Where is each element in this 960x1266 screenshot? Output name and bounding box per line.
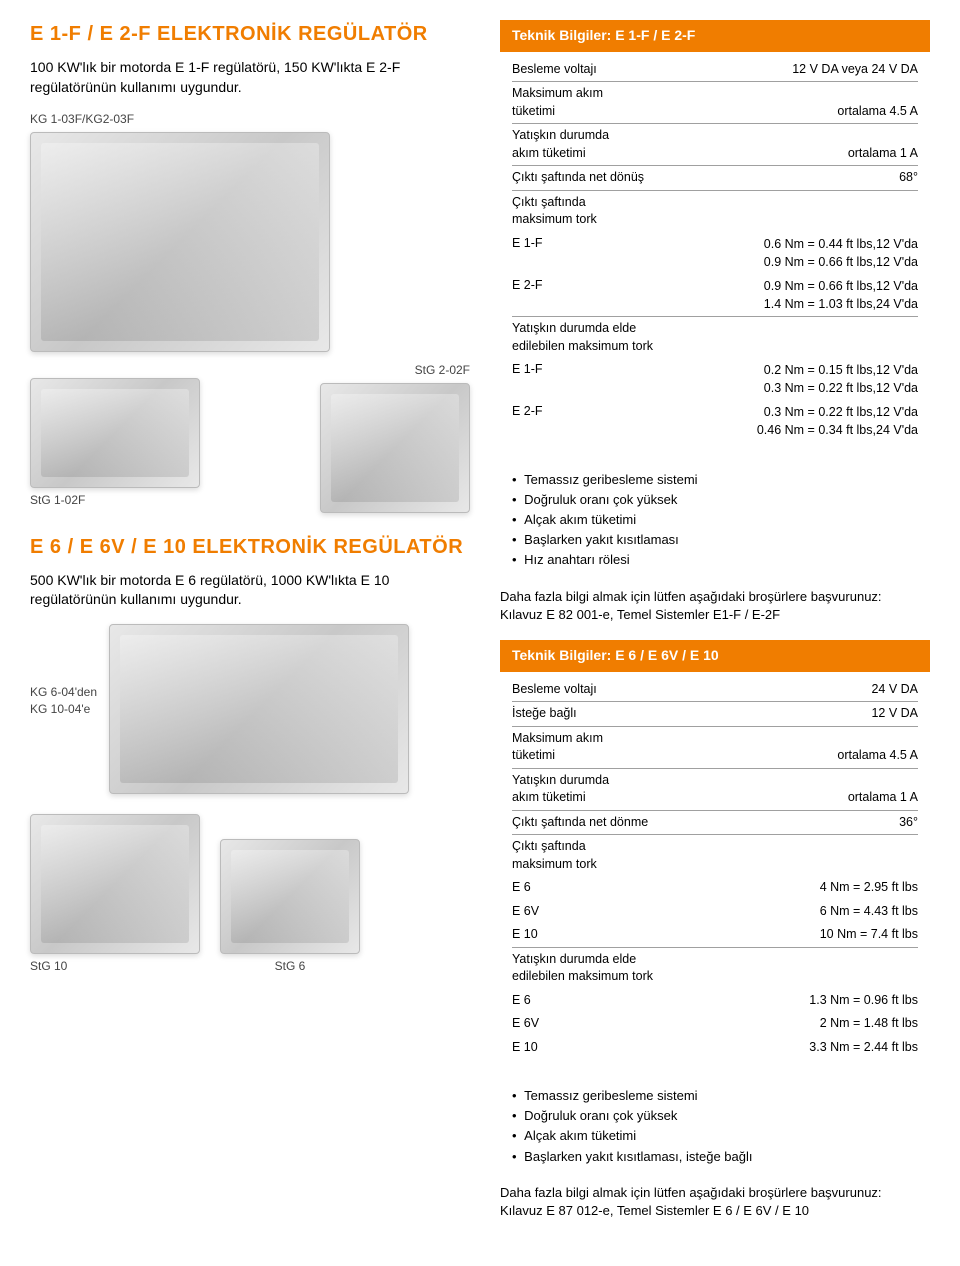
- tech1-r5b-val: 0.9 Nm = 0.66 ft lbs,12 V'da 1.4 Nm = 1.…: [695, 274, 918, 317]
- tech2-r7c-label: E 10: [512, 1036, 738, 1060]
- tech2-table: Besleme voltajı 24 V DA İsteğe bağlı 12 …: [512, 678, 918, 1060]
- tech2-r1-label: Besleme voltajı: [512, 678, 738, 702]
- product2-main-img-label: KG 6-04'den KG 10-04'e: [30, 624, 97, 718]
- tech1-r6b-val: 0.3 Nm = 0.22 ft lbs,12 V'da 0.46 Nm = 0…: [695, 400, 918, 442]
- product2-desc: 500 KW'lık bir motorda E 6 regülatörü, 1…: [30, 571, 470, 610]
- product2-main-img: [109, 624, 409, 794]
- tech1-r6a-label: E 1-F: [512, 358, 695, 400]
- tech2-r3-val: ortalama 4.5 A: [738, 726, 918, 768]
- features1-item: Başlarken yakıt kısıtlaması: [512, 531, 930, 549]
- tech2-r6a-label: E 6: [512, 876, 738, 900]
- tech2-r7b-label: E 6V: [512, 1012, 738, 1036]
- tech2-r6b-val: 6 Nm = 4.43 ft lbs: [738, 900, 918, 924]
- features2-item: Alçak akım tüketimi: [512, 1127, 930, 1145]
- tech1-r6b-label: E 2-F: [512, 400, 695, 442]
- product2-sub-img-2: [220, 839, 360, 954]
- features2-list: Temassız geribesleme sistemi Doğruluk or…: [512, 1087, 930, 1166]
- tech1-r5b-label: E 2-F: [512, 274, 695, 317]
- tech2-r7b-val: 2 Nm = 1.48 ft lbs: [738, 1012, 918, 1036]
- tech1-r1-label: Besleme voltajı: [512, 58, 695, 82]
- tech2-r1-val: 24 V DA: [738, 678, 918, 702]
- features2-item: Temassız geribesleme sistemi: [512, 1087, 930, 1105]
- tech1-header: Teknik Bilgiler: E 1-F / E 2-F: [500, 20, 930, 52]
- tech2-r6-label: Çıktı şaftında maksimum tork: [512, 835, 918, 877]
- tech1-r2-val: ortalama 4.5 A: [695, 82, 918, 124]
- tech2-r3-label: Maksimum akım tüketimi: [512, 726, 738, 768]
- product2-sub1-label: StG 10: [30, 958, 200, 975]
- tech2-r5-label: Çıktı şaftında net dönme: [512, 810, 738, 835]
- product2-sub2-label: StG 6: [220, 958, 360, 975]
- tech1-r5a-label: E 1-F: [512, 232, 695, 274]
- tech2-table-block: Besleme voltajı 24 V DA İsteğe bağlı 12 …: [500, 672, 930, 1070]
- features1-item: Alçak akım tüketimi: [512, 511, 930, 529]
- tech1-r6-label: Yatışkın durumda elde edilebilen maksimu…: [512, 317, 918, 359]
- page: E 1-F / E 2-F ELEKTRONİK REGÜLATÖR 100 K…: [0, 0, 960, 1266]
- product2-sub-img-row: StG 10 StG 6: [30, 814, 470, 979]
- product1-main-img-label: KG 1-03F/KG2-03F: [30, 111, 470, 128]
- tech2-r7c-val: 3.3 Nm = 2.44 ft lbs: [738, 1036, 918, 1060]
- right-column: Teknik Bilgiler: E 1-F / E 2-F Besleme v…: [500, 20, 930, 1236]
- moreinfo2: Daha fazla bilgi almak için lütfen aşağı…: [500, 1184, 930, 1220]
- tech1-r6a-val: 0.2 Nm = 0.15 ft lbs,12 V'da 0.3 Nm = 0.…: [695, 358, 918, 400]
- tech1-r2-label: Maksimum akım tüketimi: [512, 82, 695, 124]
- tech2-header: Teknik Bilgiler: E 6 / E 6V / E 10: [500, 640, 930, 672]
- tech2-r4-val: ortalama 1 A: [738, 768, 918, 810]
- features2-item: Doğruluk oranı çok yüksek: [512, 1107, 930, 1125]
- tech1-r4-label: Çıktı şaftında net dönüş: [512, 166, 695, 191]
- tech1-r3-val: ortalama 1 A: [695, 124, 918, 166]
- tech1-r5a-val: 0.6 Nm = 0.44 ft lbs,12 V'da 0.9 Nm = 0.…: [695, 232, 918, 274]
- moreinfo1-ref: Kılavuz E 82 001-e, Temel Sistemler E1-F…: [500, 607, 780, 622]
- features1-item: Hız anahtarı rölesi: [512, 551, 930, 569]
- tech2-r7-label: Yatışkın durumda elde edilebilen maksimu…: [512, 947, 918, 989]
- tech2-r6c-val: 10 Nm = 7.4 ft lbs: [738, 923, 918, 947]
- product1-sub1-label: StG 1-02F: [30, 492, 240, 509]
- product1-title: E 1-F / E 2-F ELEKTRONİK REGÜLATÖR: [30, 20, 470, 48]
- moreinfo2-ref: Kılavuz E 87 012-e, Temel Sistemler E 6 …: [500, 1203, 809, 1218]
- tech2-r2-val: 12 V DA: [738, 702, 918, 727]
- product1-sub2-label: StG 2-02F: [260, 362, 470, 379]
- tech1-table: Besleme voltajı 12 V DA veya 24 V DA Mak…: [512, 58, 918, 443]
- tech2-r6b-label: E 6V: [512, 900, 738, 924]
- tech2-r4-label: Yatışkın durumda akım tüketimi: [512, 768, 738, 810]
- moreinfo2-intro: Daha fazla bilgi almak için lütfen aşağı…: [500, 1185, 882, 1200]
- left-column: E 1-F / E 2-F ELEKTRONİK REGÜLATÖR 100 K…: [30, 20, 470, 1236]
- product1-sub-img-1: [30, 378, 200, 488]
- tech2-r7a-label: E 6: [512, 989, 738, 1013]
- features2-item: Başlarken yakıt kısıtlaması, isteğe bağl…: [512, 1148, 930, 1166]
- moreinfo1: Daha fazla bilgi almak için lütfen aşağı…: [500, 588, 930, 624]
- tech2-r2-label: İsteğe bağlı: [512, 702, 738, 727]
- product1-sub-img-2: [320, 383, 470, 513]
- tech2-r6a-val: 4 Nm = 2.95 ft lbs: [738, 876, 918, 900]
- moreinfo1-intro: Daha fazla bilgi almak için lütfen aşağı…: [500, 589, 882, 604]
- tech1-r4-val: 68°: [695, 166, 918, 191]
- tech1-r5-label: Çıktı şaftında maksimum tork: [512, 190, 918, 232]
- product1-sub-img-row: StG 1-02F StG 2-02F: [30, 362, 470, 513]
- features1-list: Temassız geribesleme sistemi Doğruluk or…: [512, 471, 930, 570]
- tech1-table-block: Besleme voltajı 12 V DA veya 24 V DA Mak…: [500, 52, 930, 453]
- tech1-r1-val: 12 V DA veya 24 V DA: [695, 58, 918, 82]
- features1-item: Doğruluk oranı çok yüksek: [512, 491, 930, 509]
- product2-title: E 6 / E 6V / E 10 ELEKTRONİK REGÜLATÖR: [30, 533, 470, 561]
- tech2-r7a-val: 1.3 Nm = 0.96 ft lbs: [738, 989, 918, 1013]
- product1-main-img: [30, 132, 330, 352]
- product1-desc: 100 KW'lık bir motorda E 1-F regülatörü,…: [30, 58, 470, 97]
- tech1-r3-label: Yatışkın durumda akım tüketimi: [512, 124, 695, 166]
- product2-sub-img-1: [30, 814, 200, 954]
- tech2-r5-val: 36°: [738, 810, 918, 835]
- features1-item: Temassız geribesleme sistemi: [512, 471, 930, 489]
- tech2-r6c-label: E 10: [512, 923, 738, 947]
